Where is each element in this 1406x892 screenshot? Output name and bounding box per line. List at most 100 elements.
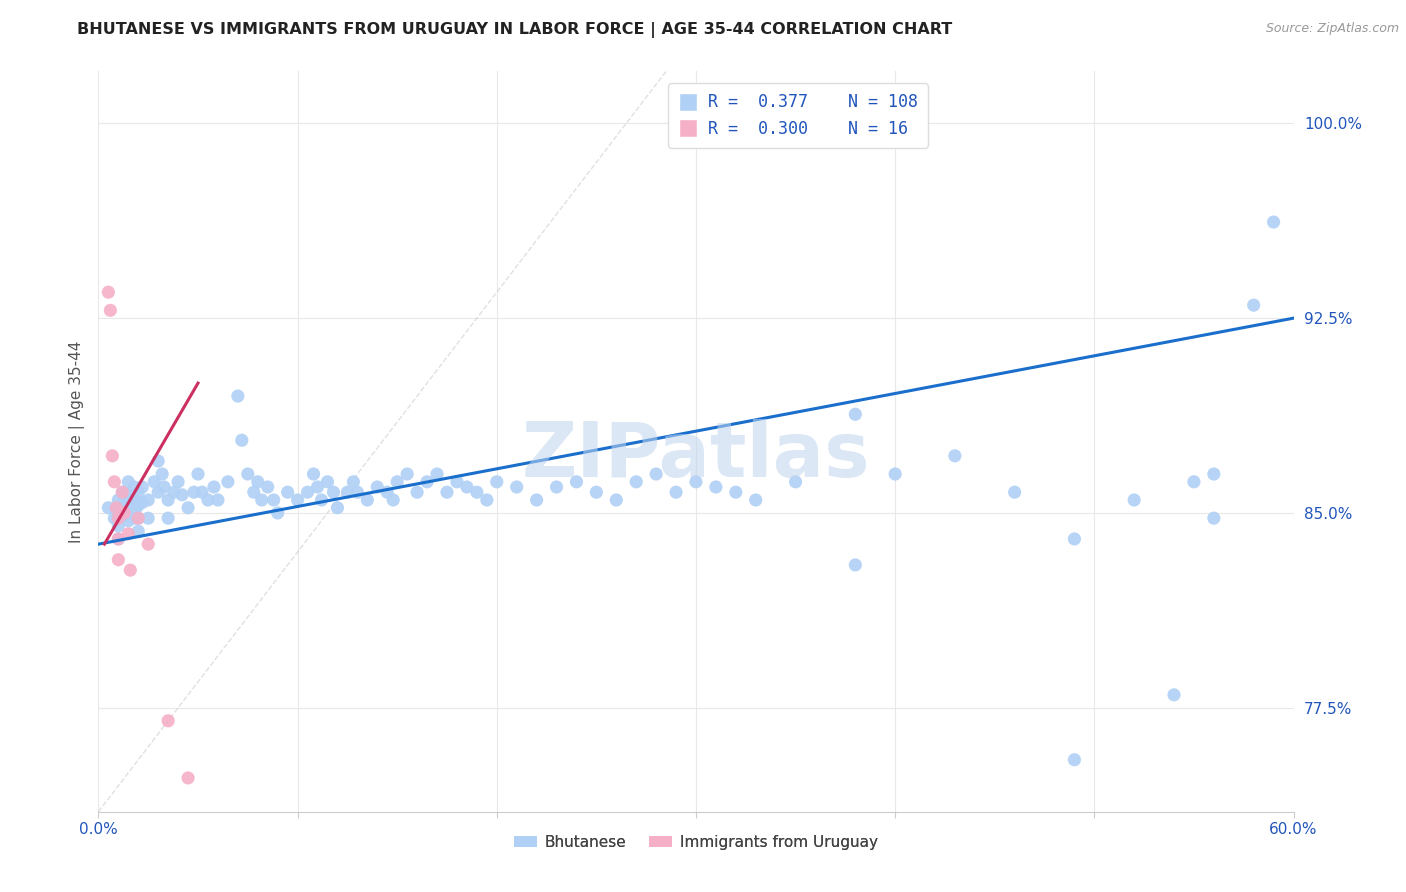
Point bbox=[157, 714, 180, 728]
Point bbox=[243, 485, 266, 500]
Point bbox=[456, 480, 478, 494]
Point bbox=[336, 485, 359, 500]
Point bbox=[112, 495, 135, 509]
Point bbox=[546, 480, 568, 494]
Point bbox=[127, 524, 149, 538]
Point bbox=[124, 480, 146, 494]
Point bbox=[322, 485, 344, 500]
Point bbox=[136, 493, 159, 508]
Point bbox=[107, 506, 129, 520]
Point bbox=[385, 475, 409, 489]
Point bbox=[250, 493, 273, 508]
Y-axis label: In Labor Force | Age 35-44: In Labor Force | Age 35-44 bbox=[69, 341, 84, 542]
Text: BHUTANESE VS IMMIGRANTS FROM URUGUAY IN LABOR FORCE | AGE 35-44 CORRELATION CHAR: BHUTANESE VS IMMIGRANTS FROM URUGUAY IN … bbox=[77, 22, 953, 38]
Text: Source: ZipAtlas.com: Source: ZipAtlas.com bbox=[1265, 22, 1399, 36]
Point bbox=[326, 500, 349, 515]
Point bbox=[136, 537, 159, 551]
Point bbox=[1202, 467, 1225, 481]
Point bbox=[120, 563, 142, 577]
Point bbox=[121, 493, 143, 508]
Point bbox=[375, 485, 398, 500]
Point bbox=[485, 475, 508, 489]
Point bbox=[724, 485, 747, 500]
Point bbox=[446, 475, 468, 489]
Point bbox=[187, 467, 209, 481]
Point bbox=[143, 475, 166, 489]
Point bbox=[236, 467, 259, 481]
Point bbox=[943, 449, 966, 463]
Point bbox=[704, 480, 727, 494]
Point bbox=[105, 500, 128, 515]
Point bbox=[103, 475, 125, 489]
Point bbox=[148, 454, 170, 468]
Point bbox=[436, 485, 458, 500]
Point bbox=[844, 407, 866, 421]
Point bbox=[97, 285, 120, 300]
Point bbox=[111, 485, 134, 500]
Point bbox=[565, 475, 588, 489]
Point bbox=[785, 475, 807, 489]
Point bbox=[111, 485, 134, 500]
Point bbox=[366, 480, 388, 494]
Point bbox=[506, 480, 529, 494]
Point bbox=[136, 511, 159, 525]
Point bbox=[150, 467, 173, 481]
Point bbox=[356, 493, 378, 508]
Point bbox=[1202, 511, 1225, 525]
Point bbox=[346, 485, 368, 500]
Point bbox=[256, 480, 278, 494]
Point bbox=[745, 493, 768, 508]
Point bbox=[626, 475, 648, 489]
Point bbox=[177, 500, 200, 515]
Point bbox=[342, 475, 364, 489]
Point bbox=[107, 519, 129, 533]
Point bbox=[107, 532, 129, 546]
Point bbox=[157, 493, 180, 508]
Point bbox=[1063, 532, 1085, 546]
Point bbox=[153, 480, 176, 494]
Point bbox=[131, 495, 153, 509]
Point bbox=[297, 485, 319, 500]
Point bbox=[207, 493, 229, 508]
Legend: Bhutanese, Immigrants from Uruguay: Bhutanese, Immigrants from Uruguay bbox=[508, 829, 884, 856]
Point bbox=[426, 467, 449, 481]
Point bbox=[148, 485, 170, 500]
Point bbox=[307, 480, 329, 494]
Point bbox=[267, 506, 290, 520]
Point bbox=[526, 493, 548, 508]
Point bbox=[197, 493, 219, 508]
Point bbox=[311, 493, 333, 508]
Point bbox=[124, 493, 146, 508]
Point bbox=[127, 498, 149, 512]
Point bbox=[124, 511, 146, 525]
Point bbox=[884, 467, 907, 481]
Point bbox=[167, 475, 190, 489]
Point bbox=[231, 434, 253, 448]
Point bbox=[465, 485, 488, 500]
Point bbox=[287, 493, 309, 508]
Point bbox=[177, 771, 200, 785]
Point bbox=[1123, 493, 1146, 508]
Point bbox=[645, 467, 668, 481]
Point bbox=[665, 485, 688, 500]
Point bbox=[202, 480, 225, 494]
Point bbox=[1263, 215, 1285, 229]
Point bbox=[127, 511, 149, 525]
Point bbox=[117, 488, 139, 502]
Point bbox=[316, 475, 339, 489]
Point bbox=[246, 475, 269, 489]
Point bbox=[117, 514, 139, 528]
Point bbox=[107, 493, 129, 508]
Point bbox=[475, 493, 498, 508]
Point bbox=[107, 553, 129, 567]
Point bbox=[107, 532, 129, 546]
Point bbox=[585, 485, 607, 500]
Point bbox=[416, 475, 439, 489]
Point bbox=[163, 485, 186, 500]
Point bbox=[263, 493, 285, 508]
Point bbox=[107, 511, 129, 525]
Point bbox=[172, 488, 194, 502]
Point bbox=[131, 480, 153, 494]
Point bbox=[1182, 475, 1205, 489]
Point bbox=[191, 485, 214, 500]
